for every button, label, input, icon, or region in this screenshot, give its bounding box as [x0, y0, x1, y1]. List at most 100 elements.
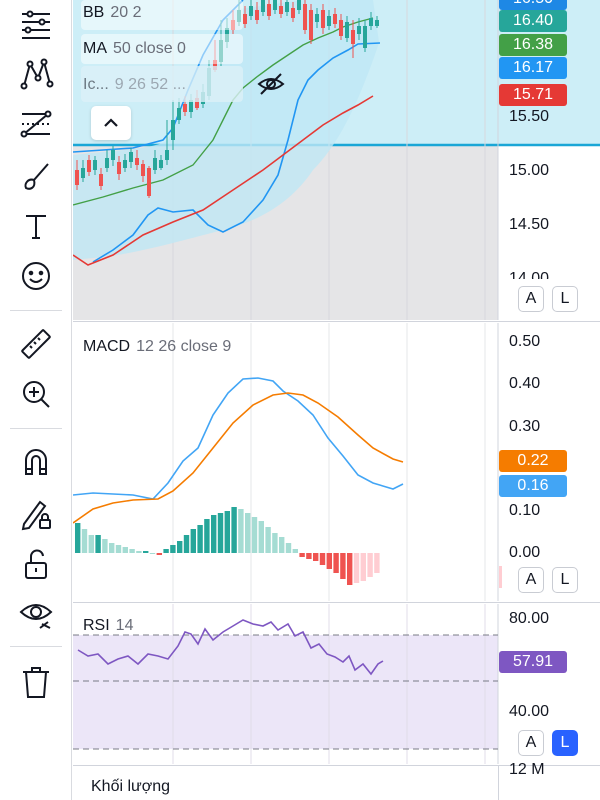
hist-value-marker	[499, 566, 502, 588]
candle-body	[303, 4, 307, 30]
rsi-params: 14	[115, 617, 134, 634]
macd-histogram-bar	[360, 553, 366, 581]
rsi-log-scale-button[interactable]: L	[552, 730, 578, 756]
candle-body	[255, 10, 259, 20]
candle-body	[111, 150, 115, 160]
macd-histogram-bar	[88, 535, 94, 553]
macd-axis-label: 0.50	[509, 333, 541, 350]
candle-body	[117, 162, 121, 174]
rsi-axis-label: 80.00	[509, 610, 550, 627]
pane-separator[interactable]	[73, 602, 600, 603]
unlock-icon[interactable]	[14, 542, 58, 586]
macd-histogram-bar	[170, 545, 176, 553]
ichimoku-params: 9 26 52 ...	[114, 76, 186, 93]
macd-histogram-bar	[231, 507, 237, 553]
macd-histogram-bar	[217, 513, 224, 553]
candle-body	[189, 100, 193, 112]
macd-histogram-bar	[285, 543, 292, 553]
candle-body	[309, 10, 313, 40]
magnet-icon[interactable]	[14, 440, 58, 484]
text-icon[interactable]	[14, 204, 58, 248]
macd-legend[interactable]: MACD 12 26 close 9	[83, 334, 231, 360]
bb-legend[interactable]: BB 20 2	[83, 0, 141, 26]
ma-name: MA	[83, 40, 107, 57]
toolbar-divider	[10, 428, 62, 429]
eye-hidden-icon[interactable]	[257, 72, 285, 101]
macd-histogram-bar	[306, 553, 312, 559]
eye-hide-icon[interactable]	[14, 592, 58, 636]
candle-body	[87, 160, 91, 172]
candle-body	[159, 160, 163, 168]
bb-name: BB	[83, 4, 105, 21]
rsi-axis-label: 40.00	[509, 703, 550, 720]
ichimoku-legend[interactable]: Ic... 9 26 52 ...	[83, 72, 186, 98]
price-label-last: 16.40	[499, 10, 567, 32]
candle-body	[327, 16, 331, 26]
candle-body	[291, 8, 295, 18]
candle-body	[315, 14, 319, 22]
fib-icon[interactable]	[14, 102, 58, 146]
price-axis-label: 15.50	[509, 108, 550, 125]
macd-histogram-bar	[204, 519, 210, 553]
macd-histogram-bar	[129, 549, 135, 553]
candle-body	[339, 20, 343, 36]
macd-histogram-bar	[224, 511, 230, 553]
candle-body	[75, 170, 79, 185]
macd-histogram-bar	[367, 553, 373, 577]
smiley-icon[interactable]	[14, 254, 58, 298]
candle-body	[261, 0, 265, 12]
macd-params: 12 26 close 9	[136, 338, 232, 355]
brush-icon[interactable]	[14, 154, 58, 198]
candle-body	[195, 98, 199, 108]
log-scale-button[interactable]: L	[552, 286, 578, 312]
macd-histogram-bar	[292, 549, 298, 553]
candle-body	[141, 164, 145, 176]
macd-histogram-bar	[265, 527, 271, 553]
pane-separator[interactable]	[73, 321, 600, 322]
macd-histogram-bar	[109, 543, 115, 553]
macd-histogram-bar	[102, 539, 108, 553]
rsi-auto-scale-button[interactable]: A	[518, 730, 544, 756]
lock-drawing-icon[interactable]	[14, 492, 58, 536]
rsi-legend[interactable]: RSI 14	[83, 613, 133, 639]
pattern-icon[interactable]	[14, 52, 58, 96]
candle-body	[147, 168, 151, 196]
auto-scale-button[interactable]: A	[518, 286, 544, 312]
volume-title[interactable]: Khối lượng	[91, 778, 171, 795]
macd-pane[interactable]	[73, 323, 600, 601]
macd-histogram-bar	[279, 537, 285, 553]
candle-body	[357, 26, 361, 34]
zoom-in-icon[interactable]	[14, 372, 58, 416]
macd-histogram-bar	[81, 529, 88, 553]
macd-axis-label: 0.30	[509, 418, 541, 435]
price-label-ma: 16.38	[499, 34, 567, 56]
macd-axis-label: 0.40	[509, 375, 541, 392]
ma-params: 50 close 0	[113, 40, 186, 57]
candle-body	[279, 6, 283, 14]
macd-histogram-bar	[197, 525, 203, 553]
macd-auto-scale-button[interactable]: A	[518, 567, 544, 593]
macd-log-scale-button[interactable]: L	[552, 567, 578, 593]
macd-axis-label: 0.10	[509, 502, 541, 519]
chart-area[interactable]: BB 20 2 MA 50 close 0 Ic... 9 26 52 ... …	[73, 0, 600, 800]
candle-body	[99, 174, 103, 186]
macd-histogram-bar	[177, 541, 183, 553]
price-label-partial: 16.50	[499, 0, 567, 10]
collapse-legend-button[interactable]	[91, 106, 131, 140]
price-axis-label: 14.50	[509, 216, 550, 233]
candle-body	[369, 18, 373, 26]
ruler-icon[interactable]	[14, 322, 58, 366]
menu-lines-icon[interactable]	[14, 2, 58, 46]
toolbar-divider	[10, 310, 62, 311]
candle-body	[105, 158, 109, 168]
legend-backdrop	[81, 34, 243, 64]
rsi-pane[interactable]	[73, 604, 600, 764]
ma-legend[interactable]: MA 50 close 0	[83, 36, 186, 62]
trash-icon[interactable]	[14, 660, 58, 704]
rsi-value-label: 57.91	[499, 651, 567, 673]
macd-histogram-bar	[211, 515, 217, 553]
candle-body	[183, 104, 187, 112]
macd-histogram-bar	[149, 553, 156, 554]
macd-histogram-bar	[75, 523, 81, 553]
pane-separator[interactable]	[73, 765, 600, 766]
